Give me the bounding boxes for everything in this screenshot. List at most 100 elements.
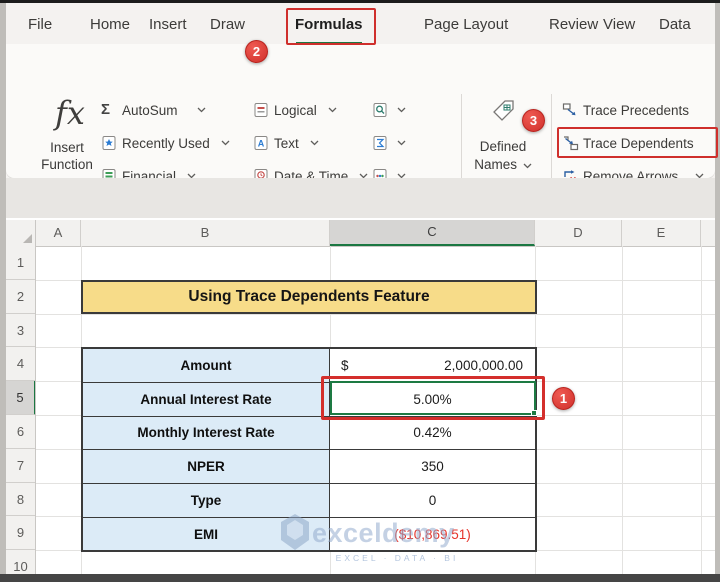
sigma-icon: Σ [101, 101, 111, 118]
emi-value: ($10,869.51) [394, 526, 471, 542]
col-header-b[interactable]: B [81, 220, 330, 246]
step-badge-3: 3 [522, 109, 545, 132]
trace-precedents-label: Trace Precedents [583, 102, 690, 118]
text-label: Text [274, 135, 299, 151]
row-header-8[interactable]: 8 [6, 483, 35, 517]
chevron-down-icon [397, 107, 406, 113]
step-badge-1: 1 [552, 387, 575, 410]
chevron-down-icon [695, 173, 704, 179]
cell-b5-label[interactable]: Annual Interest Rate [83, 382, 330, 416]
autosum-button[interactable]: Σ AutoSum [101, 99, 206, 121]
table-row-emi[interactable]: EMI ($10,869.51) [83, 517, 535, 551]
row-header-7[interactable]: 7 [6, 449, 35, 483]
chevron-down-icon [187, 173, 196, 179]
row-header-6[interactable]: 6 [6, 415, 35, 449]
table-row-nper[interactable]: NPER 350 [83, 450, 535, 485]
trace-precedents-icon [562, 102, 578, 118]
trace-dependents-icon [562, 135, 579, 151]
lookup-reference-button[interactable] [372, 99, 406, 121]
row-header-1[interactable]: 1 [6, 246, 35, 280]
fill-handle[interactable] [531, 410, 537, 416]
data-table: Amount $ 2,000,000.00 Annual Interest Ra… [81, 347, 537, 553]
table-row-annual-interest[interactable]: Annual Interest Rate 5.00% [83, 382, 535, 417]
chevron-down-icon [310, 140, 319, 146]
row-header-5[interactable]: 5 [6, 381, 35, 415]
insert-function-icon: fx [55, 94, 85, 132]
svg-text:A: A [258, 139, 265, 149]
col-header-a[interactable]: A [36, 220, 81, 246]
row-header-2[interactable]: 2 [6, 280, 35, 314]
cell-b7-label[interactable]: NPER [83, 450, 330, 484]
menu-bar: File Home Insert Draw Formulas Page Layo… [6, 3, 715, 45]
tab-insert[interactable]: Insert [149, 16, 187, 33]
col-header-d[interactable]: D [535, 220, 622, 246]
cell-c4-value[interactable]: $ 2,000,000.00 [330, 349, 535, 382]
defined-names-icon [489, 97, 517, 125]
cell-b4-label[interactable]: Amount [83, 349, 330, 382]
table-row-type[interactable]: Type 0 [83, 484, 535, 518]
cell-c8-value[interactable]: 0 [428, 493, 437, 509]
chevron-down-icon [197, 107, 206, 113]
tab-formulas[interactable]: Formulas [295, 16, 363, 33]
tab-view[interactable]: View [603, 16, 636, 33]
cell-c5-value[interactable]: 5.00% [413, 391, 452, 407]
col-header-f-partial[interactable] [701, 220, 715, 246]
autosum-label: AutoSum [122, 102, 178, 118]
chevron-down-icon [397, 173, 406, 179]
text-button[interactable]: A Text [253, 132, 319, 154]
cell-b6-label[interactable]: Monthly Interest Rate [83, 416, 330, 450]
select-all-corner[interactable] [6, 220, 36, 246]
defined-names-label-2: Names [474, 156, 517, 172]
chevron-down-icon [359, 173, 368, 179]
table-row-amount[interactable]: Amount $ 2,000,000.00 [83, 349, 535, 383]
chevron-down-icon [523, 163, 532, 169]
header-divider [6, 246, 715, 247]
insert-function-button[interactable]: Insert Function [41, 140, 93, 172]
defined-names-button[interactable]: Defined Names [465, 138, 541, 173]
col-header-e[interactable]: E [622, 220, 701, 246]
group-separator [461, 94, 462, 190]
row-header-9[interactable]: 9 [6, 516, 35, 551]
annotation-box-c5 [321, 376, 545, 420]
tab-file[interactable]: File [28, 16, 53, 33]
window-edge-right [715, 3, 720, 574]
cell-c6-value[interactable]: 0.42% [413, 425, 452, 441]
group-separator [551, 94, 552, 190]
chevron-down-icon [221, 140, 230, 146]
recently-used-button[interactable]: Recently Used [101, 132, 230, 154]
annotation-box-trace-dependents [557, 127, 718, 158]
cell-c7-value[interactable]: 350 [421, 459, 444, 475]
window-edge-top [0, 0, 720, 3]
trace-dependents-button[interactable]: Trace Dependents [562, 132, 694, 154]
trace-precedents-button[interactable]: Trace Precedents [562, 99, 689, 121]
tab-review[interactable]: Review [549, 16, 599, 33]
logical-button[interactable]: Logical [253, 99, 337, 121]
math-trig-button[interactable] [372, 132, 406, 154]
window-edge-bottom [0, 574, 720, 582]
selection-border-c5 [330, 381, 537, 416]
recently-used-label: Recently Used [122, 135, 210, 151]
window-edge-left [0, 3, 6, 574]
row-header-3[interactable]: 3 [6, 314, 35, 348]
cell-b8-label[interactable]: Type [83, 484, 330, 517]
title-banner-cell[interactable]: Using Trace Dependents Feature [81, 280, 537, 314]
math-trig-icon [372, 135, 388, 151]
table-row-monthly-interest[interactable]: Monthly Interest Rate 0.42% [83, 416, 535, 451]
recently-used-icon [101, 135, 117, 151]
col-header-c[interactable]: C [330, 220, 535, 246]
tab-data[interactable]: Data [659, 16, 691, 33]
trace-dependents-label: Trace Dependents [583, 135, 694, 151]
tab-home[interactable]: Home [90, 16, 131, 33]
cell-b9-label[interactable]: EMI [83, 517, 330, 551]
cell-c9-value[interactable]: ($10,869.51) [330, 518, 535, 551]
row-header-10[interactable]: 10 [6, 550, 35, 574]
annotation-box-formulas-tab [286, 8, 376, 45]
chevron-down-icon [397, 140, 406, 146]
amount-number: 2,000,000.00 [444, 357, 523, 373]
logical-icon [253, 102, 269, 118]
row-headers: 1 2 3 4 5 6 7 8 9 10 [6, 246, 36, 574]
tab-draw[interactable]: Draw [210, 16, 246, 33]
row-header-4[interactable]: 4 [6, 347, 35, 382]
tab-page-layout[interactable]: Page Layout [424, 16, 509, 33]
